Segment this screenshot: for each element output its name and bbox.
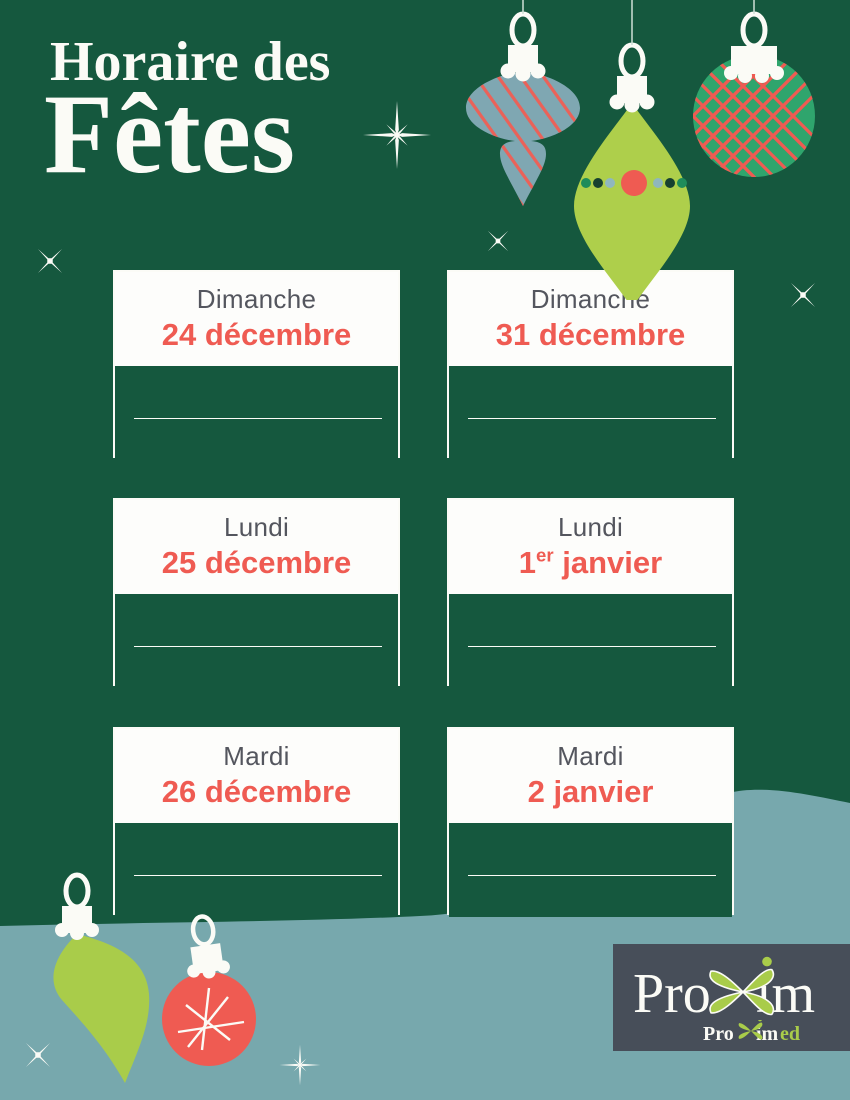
- svg-text:Pro: Pro: [633, 963, 711, 1025]
- svg-text:Pro: Pro: [703, 1023, 734, 1045]
- svg-text:ed: ed: [780, 1023, 800, 1045]
